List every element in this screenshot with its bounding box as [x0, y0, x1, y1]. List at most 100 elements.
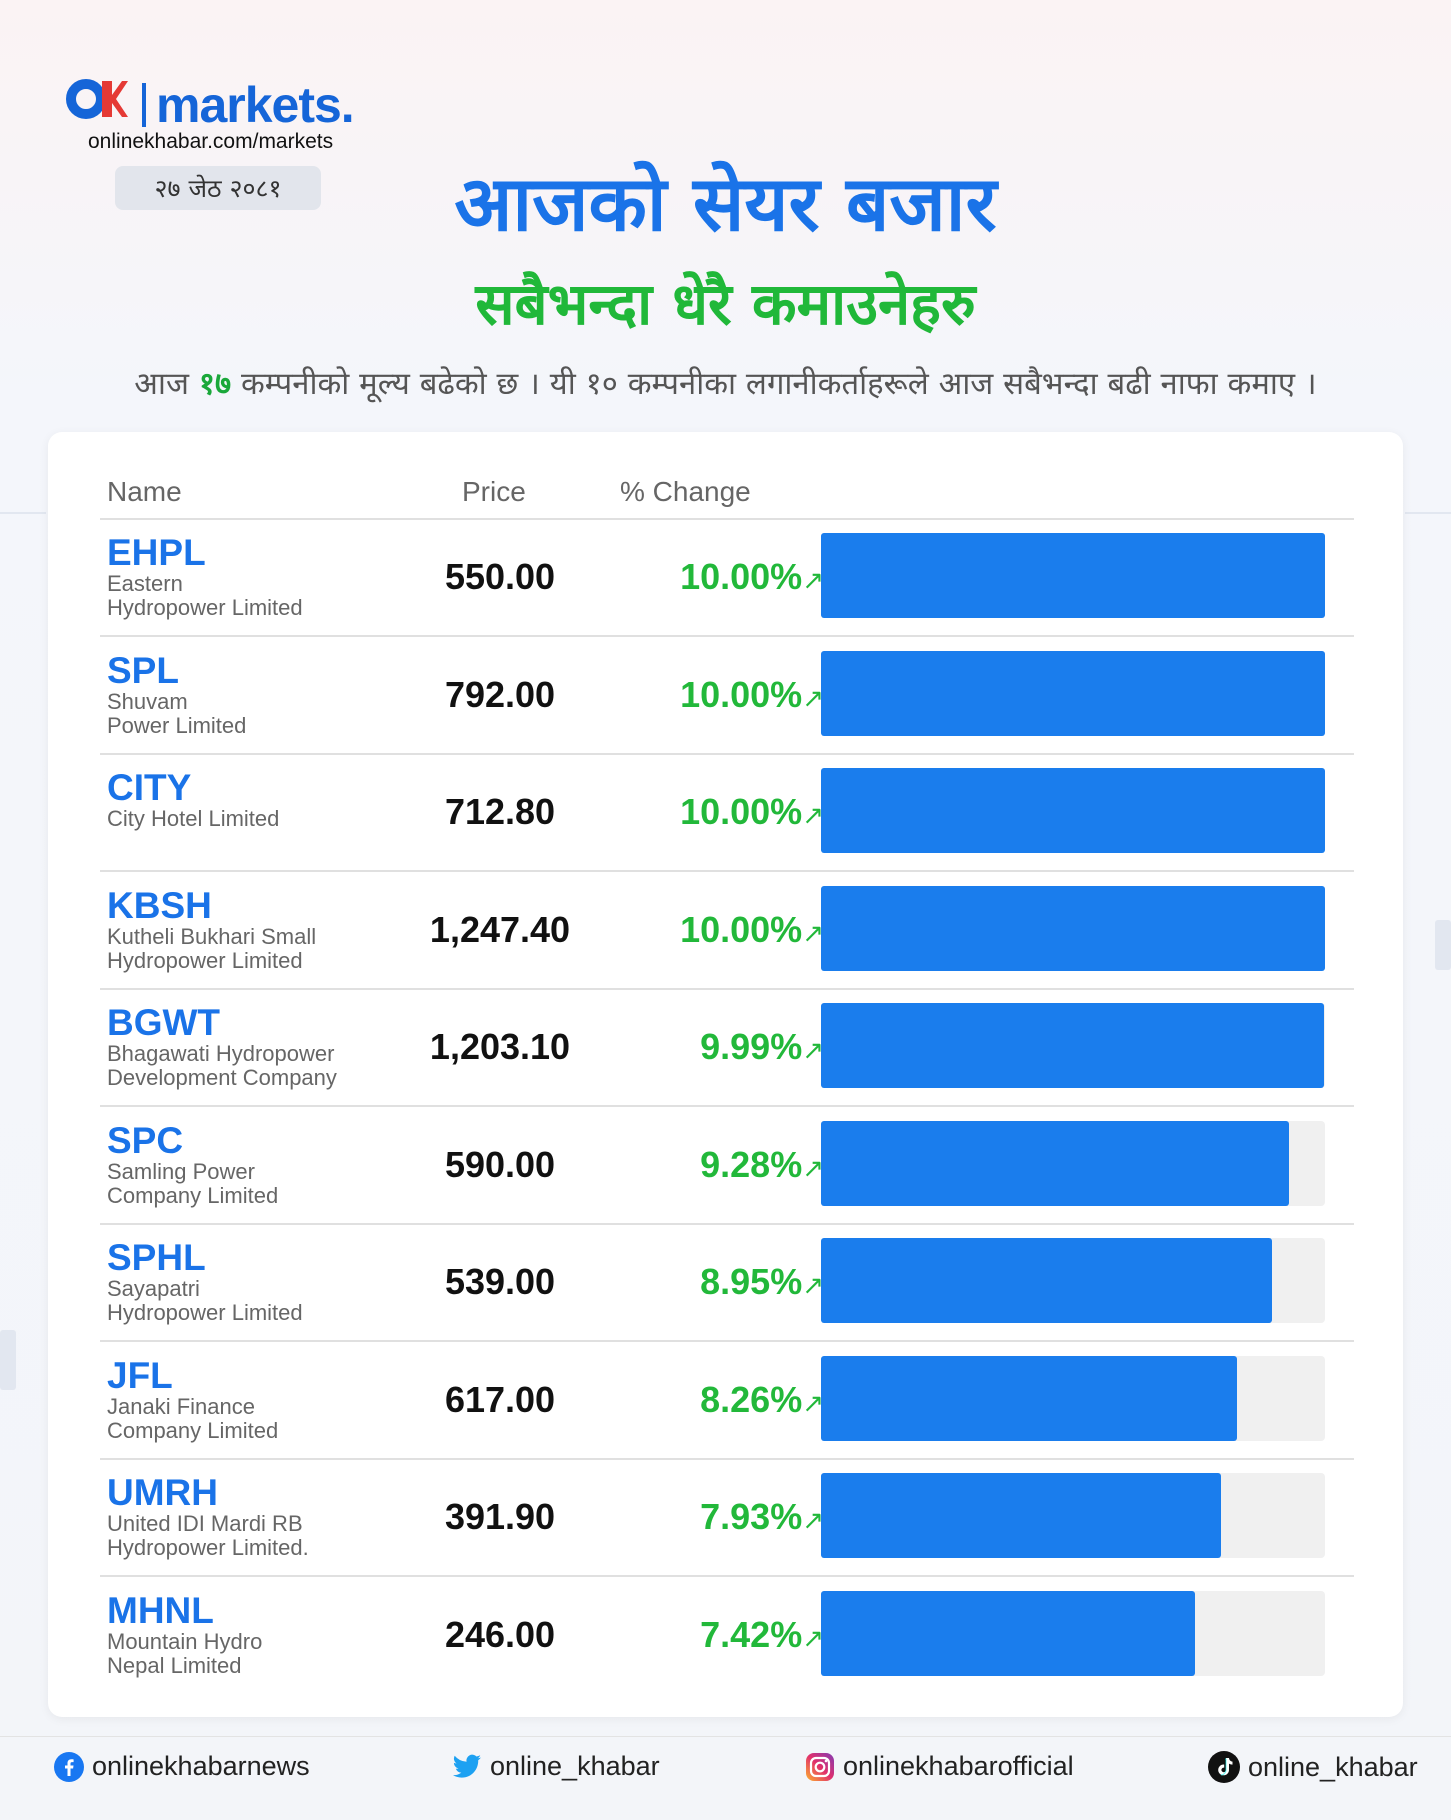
stock-symbol: MHNL	[107, 1589, 214, 1631]
tiktok-icon	[1208, 1751, 1240, 1783]
up-arrow-icon: ↗	[802, 565, 824, 595]
company-name: Sayapatri Hydropower Limited	[107, 1276, 303, 1325]
col-price-header: Price	[462, 476, 526, 507]
up-arrow-icon: ↗	[802, 1387, 824, 1418]
change-bar	[821, 768, 1325, 853]
stock-symbol: SPL	[107, 649, 179, 691]
percent-change: 7.93%↗	[618, 1496, 824, 1538]
instagram-icon	[805, 1752, 835, 1782]
stock-price: 246.00	[444, 1613, 556, 1655]
stock-price: 1,247.40	[429, 908, 571, 950]
gainers-table-card: Name Price % Change EHPL Eastern Hydropow…	[48, 432, 1403, 1717]
twitter-link[interactable]: online_khabar	[452, 1751, 660, 1782]
company-name: Janaki Finance Company Limited	[107, 1393, 279, 1443]
change-bar	[821, 1473, 1221, 1558]
stock-price: 712.80	[444, 791, 556, 832]
stock-symbol: SPC	[107, 1119, 184, 1161]
intro-text: आज १७ कम्पनीको मूल्य बढेको छ । यी १० कम्…	[0, 362, 1451, 404]
col-change-header: % Change	[620, 476, 751, 507]
up-arrow-icon: ↗	[802, 682, 824, 713]
stock-symbol: CITY	[107, 767, 192, 808]
decorative-line-left	[0, 512, 46, 514]
stock-price: 590.00	[444, 1143, 556, 1185]
percent-change-value: 7.42%	[700, 1613, 803, 1655]
bar-track	[821, 1355, 1325, 1441]
bar-track	[821, 1120, 1325, 1206]
table-row: JFL Janaki Finance Company Limited 617.00 8…	[100, 1341, 1354, 1460]
up-arrow-icon: ↗	[802, 1152, 824, 1183]
change-bar	[821, 1355, 1238, 1441]
percent-change-value: 10.00%	[680, 673, 803, 715]
bar-track	[821, 1003, 1325, 1088]
change-bar	[821, 1003, 1325, 1088]
page-title: आजको सेयर बजार	[454, 159, 997, 248]
tiktok-link[interactable]: online_khabar	[1208, 1751, 1418, 1783]
company-name: Kutheli Bukhari Small Hydropower Limited	[107, 923, 317, 973]
stock-price: 539.00	[444, 1261, 556, 1302]
twitter-handle: online_khabar	[490, 1751, 660, 1781]
facebook-link[interactable]: onlinekhabarnews	[54, 1751, 310, 1782]
change-bar	[821, 533, 1325, 618]
facebook-icon	[54, 1751, 84, 1782]
twitter-icon	[452, 1754, 482, 1780]
change-bar	[821, 1238, 1273, 1323]
bar-track	[821, 533, 1325, 618]
up-arrow-icon: ↗	[802, 1035, 824, 1065]
percent-change: 10.00%↗	[618, 674, 824, 716]
stock-symbol: JFL	[107, 1354, 173, 1396]
tiktok-handle: online_khabar	[1248, 1751, 1418, 1782]
brand-logo: markets.	[66, 76, 355, 134]
bar-track	[821, 1590, 1325, 1676]
table-row: MHNL Mountain Hydro Nepal Limited 246.00 7.…	[100, 1576, 1354, 1693]
percent-change: 9.28%↗	[618, 1144, 824, 1186]
up-arrow-icon: ↗	[802, 1505, 824, 1535]
percent-change: 8.26%↗	[618, 1379, 824, 1421]
bar-track	[821, 1238, 1325, 1323]
change-bar	[821, 1590, 1195, 1676]
up-arrow-icon: ↗	[802, 917, 824, 948]
percent-change: 10.00%↗	[618, 791, 824, 833]
company-name: Mountain Hydro Nepal Limited	[107, 1628, 263, 1678]
col-name-header: Name	[107, 476, 182, 507]
percent-change: 9.99%↗	[618, 1026, 824, 1068]
intro-pre: आज	[134, 366, 199, 402]
intro-count: १७	[198, 366, 232, 402]
table-row: EHPL Eastern Hydropower Limited 550.00 10.0…	[100, 518, 1354, 637]
percent-change: 10.00%↗	[618, 909, 824, 951]
company-name: City Hotel Limited	[107, 806, 280, 831]
ok-logo-mark	[66, 77, 128, 133]
stock-symbol: KBSH	[107, 884, 212, 926]
percent-change: 8.95%↗	[618, 1261, 824, 1303]
stock-symbol: UMRH	[107, 1472, 218, 1513]
table-row: KBSH Kutheli Bukhari Small Hydropower Lim…	[100, 871, 1354, 990]
table-row: CITY City Hotel Limited 712.80 10.00%↗	[100, 753, 1354, 872]
change-bar	[821, 1120, 1289, 1206]
table-row: SPL Shuvam Power Limited 792.00 10.00%↗	[100, 636, 1354, 755]
instagram-link[interactable]: onlinekhabarofficial	[805, 1751, 1074, 1782]
company-name: Bhagawati Hydropower Development Company	[107, 1041, 337, 1090]
bar-track	[821, 650, 1325, 736]
percent-change-value: 8.26%	[700, 1378, 803, 1420]
change-bar	[821, 885, 1325, 971]
company-name: Eastern Hydropower Limited	[107, 571, 303, 620]
decorative-block-right	[1435, 920, 1451, 970]
percent-change-value: 9.28%	[700, 1143, 803, 1185]
bar-track	[821, 885, 1325, 971]
percent-change-value: 10.00%	[680, 556, 803, 597]
percent-change-value: 8.95%	[700, 1261, 803, 1302]
date-badge: २७ जेठ २०८१	[115, 166, 321, 210]
stock-symbol: BGWT	[107, 1002, 221, 1043]
company-name: Samling Power Company Limited	[107, 1158, 279, 1208]
decorative-line-right	[1405, 512, 1451, 514]
instagram-handle: onlinekhabarofficial	[843, 1751, 1074, 1781]
logo-wordmark: markets.	[156, 77, 355, 133]
page-subtitle: सबैभन्दा धेरै कमाउनेहरु	[475, 270, 976, 338]
percent-change: 10.00%↗	[618, 556, 824, 598]
percent-change: 7.42%↗	[618, 1614, 824, 1656]
bar-track	[821, 1473, 1325, 1558]
table-row: SPC Samling Power Company Limited 590.00 9.…	[100, 1106, 1354, 1225]
table-header: Name Price % Change	[100, 432, 1354, 520]
up-arrow-icon: ↗	[802, 800, 824, 830]
up-arrow-icon: ↗	[802, 1270, 824, 1300]
table-row: UMRH United IDI Mardi RB Hydropower Limit…	[100, 1458, 1354, 1577]
